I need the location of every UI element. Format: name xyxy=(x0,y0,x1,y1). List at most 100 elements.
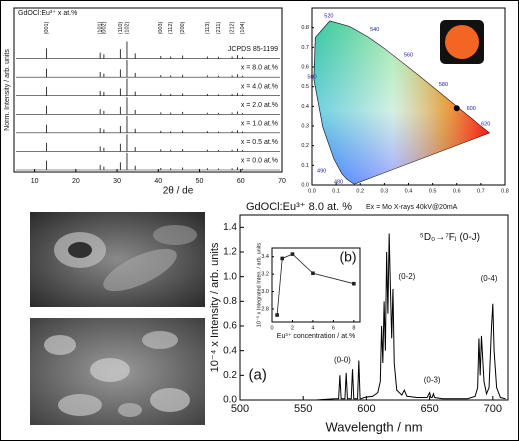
y-tick-label: 3.2 xyxy=(261,272,269,278)
wavelength-label: 540 xyxy=(370,27,379,33)
y-tick-label: 1.0 xyxy=(223,271,237,282)
x-tick-label: 0.2 xyxy=(356,188,364,194)
y-tick-label: 0.8 xyxy=(223,296,237,307)
hkl-label: (112) xyxy=(168,22,174,35)
x-tick-label: 500 xyxy=(231,403,249,415)
y-axis-label: 10⁻⁵ x Integrated Inten. / arb. units xyxy=(255,243,262,328)
wavelength-label: 560 xyxy=(404,53,413,59)
panel-subtitle: Ex = Mo X-rays 40kV@20mA xyxy=(366,204,458,211)
x-tick-label: 0.6 xyxy=(453,188,461,194)
x-tick-label: 40 xyxy=(154,178,162,185)
x-tick-label: 600 xyxy=(357,403,375,415)
hkl-label: (001) xyxy=(44,21,50,34)
panel-title: GdOCl:Eu³⁺ 8.0 at. % xyxy=(246,201,352,213)
series-label: x = 4.0 at.% xyxy=(241,83,278,90)
annotation: (0-4) xyxy=(481,274,498,283)
series-label: x = 2.0 at.% xyxy=(241,102,278,109)
sem-image-bottom xyxy=(30,318,205,425)
hkl-label: (211) xyxy=(216,22,222,35)
x-tick-label: 0.8 xyxy=(501,188,509,194)
hkl-label: (113) xyxy=(205,22,211,35)
wavelength-label: 600 xyxy=(467,106,476,112)
x-tick-label: 4 xyxy=(311,325,314,331)
x-tick-label: 70 xyxy=(278,178,286,185)
x-tick-label: 0.7 xyxy=(477,188,485,194)
y-tick-label: 0.0 xyxy=(223,395,237,406)
y-tick-label: 0.6 xyxy=(223,321,237,332)
y-tick-label: 2.8 xyxy=(261,306,269,312)
x-tick-label: 30 xyxy=(113,178,121,185)
y-tick-label: 0.1 xyxy=(301,163,309,169)
y-tick-label: 0.5 xyxy=(301,84,309,90)
y-tick-label: 0.4 xyxy=(301,104,309,110)
y-tick-label: 0.3 xyxy=(301,123,309,129)
y-tick-label: 3.0 xyxy=(261,289,269,295)
hkl-label: (102) xyxy=(124,21,130,34)
emission-swatch xyxy=(445,25,479,59)
y-axis-label: 10⁻⁴ x Intensity / arb. units xyxy=(209,242,221,372)
x-tick-label: 700 xyxy=(484,403,502,415)
y-tick-label: 0.4 xyxy=(223,345,237,356)
series-label: x = 8.0 at.% xyxy=(241,65,278,72)
hkl-label: (110) xyxy=(118,22,124,35)
x-tick-label: 0.1 xyxy=(332,188,340,194)
y-tick-label: 1.4 xyxy=(223,222,237,233)
wavelength-label: 520 xyxy=(324,13,333,19)
x-tick-label: 8 xyxy=(352,325,355,331)
x-tick-label: 50 xyxy=(196,178,204,185)
x-axis-label: Eu³⁺ concentration / at.% xyxy=(277,333,355,340)
y-tick-label: 0.8 xyxy=(301,25,309,31)
inset-marker xyxy=(352,281,356,286)
series-label: JCPDS 85-1199 xyxy=(228,46,278,53)
x-tick-label: 650 xyxy=(420,403,438,415)
hkl-label: (003) xyxy=(158,21,164,34)
wavelength-label: 490 xyxy=(317,169,326,175)
y-tick-label: 1.2 xyxy=(223,247,237,258)
x-tick-label: 6 xyxy=(332,325,335,331)
spectrum-line xyxy=(240,233,506,401)
y-tick-label: 3.4 xyxy=(261,254,269,260)
x-tick-label: 2 xyxy=(291,325,294,331)
wavelength-label: 480 xyxy=(334,180,343,186)
inset-marker xyxy=(290,252,295,256)
series-label: x = 0.0 at.% xyxy=(241,158,278,165)
annotation: (0-3) xyxy=(424,375,441,384)
series-label: x = 0.5 at.% xyxy=(241,139,278,146)
x-axis-label: 2θ / de xyxy=(163,186,194,197)
y-tick-label: 0.7 xyxy=(301,45,309,51)
x-tick-label: 20 xyxy=(72,178,80,185)
y-tick-label: 0.0 xyxy=(301,182,309,188)
x-tick-label: 0.5 xyxy=(429,188,437,194)
xrd-frame xyxy=(13,7,283,173)
y-axis-label: Norm. Intensity / arb. units xyxy=(4,49,11,131)
x-tick-label: 60 xyxy=(237,178,245,185)
x-axis-label: Wavelength / nm xyxy=(325,419,422,434)
x-tick-label: 0.0 xyxy=(308,188,316,194)
x-tick-label: 0 xyxy=(270,325,273,331)
hkl-label: (212) xyxy=(230,21,236,34)
sem-image-top xyxy=(30,212,205,307)
wavelength-label: 580 xyxy=(439,82,448,88)
panel-label: (b) xyxy=(339,249,356,265)
y-tick-label: 0.6 xyxy=(301,64,309,70)
hkl-label: (002) xyxy=(101,21,107,34)
hkl-label: (104) xyxy=(240,21,246,34)
inset-frame xyxy=(271,247,361,323)
chromaticity-point xyxy=(453,105,460,112)
series-label: x = 1.0 at.% xyxy=(241,120,278,127)
panel-title: GdOCl:Eu³⁺ x at.% xyxy=(18,10,77,17)
wavelength-label: 620 xyxy=(481,121,490,127)
hkl-label: (200) xyxy=(180,21,186,34)
cie-gamut-tint xyxy=(313,20,490,185)
inset-marker xyxy=(280,256,285,261)
x-tick-label: 550 xyxy=(294,403,312,415)
inset-marker xyxy=(311,271,315,276)
hkl-label: (101) xyxy=(98,21,104,34)
wavelength-label: 500 xyxy=(307,74,316,80)
x-tick-label: 0.4 xyxy=(405,188,413,194)
x-tick-label: 0.3 xyxy=(381,188,389,194)
annotation: (a) xyxy=(249,366,267,383)
y-tick-label: 0.2 xyxy=(301,143,309,149)
y-tick-label: 0.2 xyxy=(223,370,237,381)
